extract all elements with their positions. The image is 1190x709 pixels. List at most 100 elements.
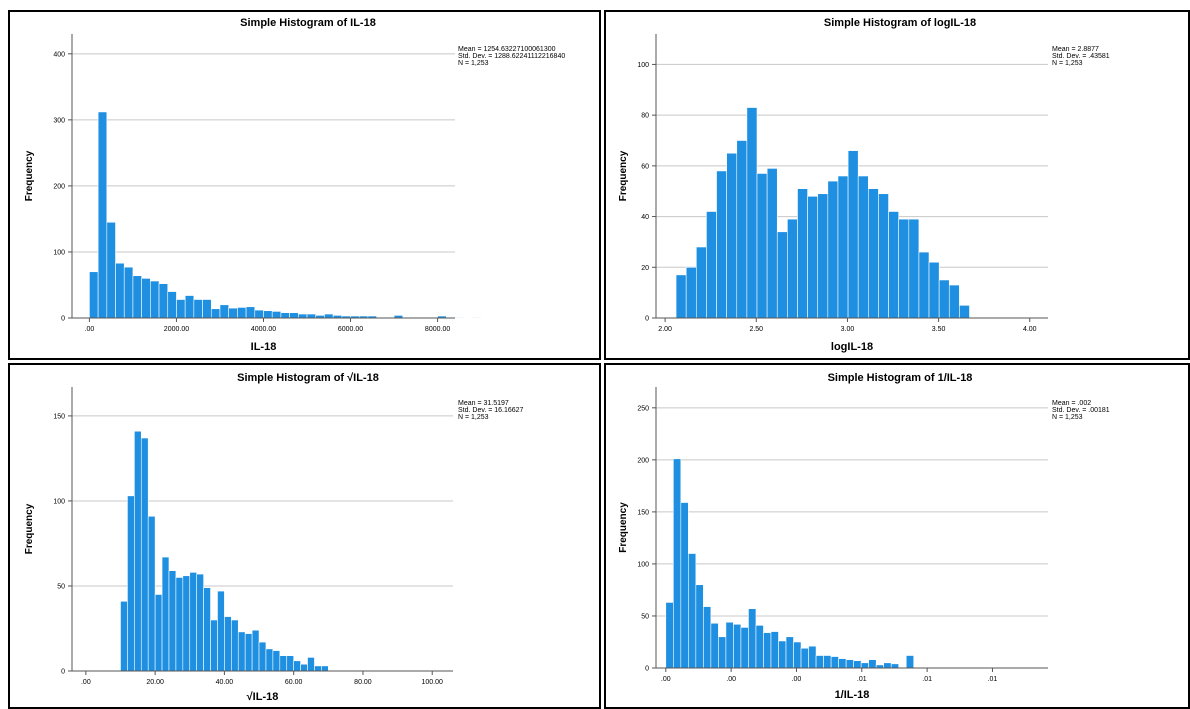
- histogram-bar: [695, 584, 704, 669]
- x-tick-label: .00: [85, 326, 95, 333]
- y-tick-label: 100: [53, 498, 65, 505]
- histogram-bar: [97, 111, 108, 319]
- y-tick-label: 0: [61, 669, 65, 676]
- histogram-bar: [740, 627, 749, 669]
- y-tick-label: 40: [641, 214, 649, 221]
- histogram-bar: [210, 308, 221, 319]
- histogram-bar: [254, 309, 264, 319]
- histogram-bar: [845, 659, 854, 669]
- histogram-bar: [908, 218, 920, 319]
- histogram-bar: [203, 587, 211, 672]
- chart-title: Simple Histogram of IL-18: [240, 17, 376, 29]
- stats-line: Mean = 2.8877: [1052, 46, 1099, 53]
- histogram-bar: [289, 312, 299, 319]
- histogram-bar: [123, 266, 134, 319]
- histogram-bar: [245, 306, 256, 319]
- histogram-bar: [756, 173, 768, 319]
- histogram-bar: [324, 313, 334, 319]
- histogram-bar: [695, 246, 707, 319]
- histogram-bar: [120, 600, 128, 672]
- histogram-bar: [776, 231, 788, 319]
- histogram-bar: [150, 280, 160, 319]
- histogram-bar: [175, 577, 184, 672]
- histogram-bar: [800, 647, 809, 669]
- chart-title: Simple Histogram of logIL-18: [824, 17, 976, 29]
- histogram-bar: [115, 262, 125, 319]
- histogram-bar: [878, 193, 889, 319]
- histogram-bar: [300, 663, 308, 672]
- histogram-bar: [948, 284, 960, 319]
- x-tick-label: 4.00: [1023, 326, 1037, 333]
- x-tick-label: .00: [81, 679, 91, 686]
- y-tick-label: 300: [53, 117, 65, 124]
- histogram-bar: [454, 317, 465, 319]
- histogram-bar: [258, 641, 267, 672]
- x-tick-label: .00: [661, 676, 671, 683]
- histogram-bar: [673, 458, 682, 669]
- x-axis-label: 1/IL-18: [835, 689, 870, 701]
- histogram-bar: [898, 218, 910, 319]
- histogram-bar: [883, 662, 892, 669]
- x-tick-label: 2.50: [749, 326, 763, 333]
- histogram-bar: [807, 195, 819, 319]
- histogram-bar: [890, 663, 900, 669]
- y-axis-label: Frequency: [618, 150, 629, 201]
- y-tick-label: 80: [641, 113, 649, 120]
- x-tick-label: 60.00: [285, 679, 303, 686]
- x-tick-label: 2.00: [658, 326, 672, 333]
- y-tick-label: 200: [637, 457, 649, 464]
- histogram-bar: [286, 655, 294, 672]
- histogram-bar: [196, 573, 204, 672]
- y-tick-label: 0: [645, 316, 649, 323]
- histogram-bar: [808, 645, 817, 669]
- histogram-bar: [725, 621, 734, 669]
- histogram-bar: [938, 279, 950, 319]
- histogram-bar: [132, 275, 142, 319]
- histogram-bar: [219, 304, 229, 319]
- histogram-bar: [763, 632, 772, 669]
- histogram-bar: [251, 629, 260, 672]
- y-tick-label: 100: [637, 62, 649, 69]
- y-axis-label: Frequency: [24, 503, 35, 554]
- histogram-bar: [237, 307, 247, 319]
- y-tick-label: 50: [641, 613, 649, 620]
- y-tick-label: 50: [57, 583, 65, 590]
- histogram-bar: [685, 266, 697, 319]
- histogram-bar: [161, 556, 170, 672]
- histogram-bar: [154, 594, 163, 672]
- histogram-bar: [748, 608, 757, 669]
- stats-line: Std. Dev. = .43581: [1052, 53, 1110, 60]
- histogram-bar: [726, 152, 738, 319]
- histogram-bar: [793, 641, 802, 669]
- x-tick-label: 100.00: [422, 679, 444, 686]
- histogram-bar: [688, 553, 697, 669]
- histogram-bar: [718, 636, 727, 669]
- x-tick-label: 2000.00: [164, 326, 189, 333]
- histogram-bar: [830, 656, 839, 669]
- histogram-bar: [237, 631, 246, 672]
- histogram-bar: [217, 590, 225, 672]
- histogram-bar: [736, 140, 748, 319]
- histogram-bar: [746, 107, 758, 319]
- y-tick-label: 100: [637, 561, 649, 568]
- histogram-panel-logil18: 0 20 40 60 80 100 2.00 2.50 3.00 3.50 4.00 Simple H…: [604, 10, 1190, 360]
- histogram-chart: 0 50 100 150 200 250 .00 .00 .00 .01 .01 .01 Simple …: [618, 372, 1110, 701]
- histogram-bar: [959, 305, 970, 319]
- histogram-bar: [905, 655, 915, 669]
- histogram-bar: [189, 572, 197, 672]
- histogram-bar: [837, 175, 849, 319]
- chart-title: Simple Histogram of 1/IL-18: [828, 372, 973, 384]
- y-tick-label: 20: [641, 265, 649, 272]
- histogram-bar: [280, 312, 290, 319]
- x-tick-label: .00: [792, 676, 802, 683]
- x-tick-label: .01: [988, 676, 998, 683]
- histogram-bar: [815, 655, 824, 669]
- histogram-chart: 0 20 40 60 80 100 2.00 2.50 3.00 3.50 4.00 Simple H…: [618, 17, 1110, 353]
- histogram-bar: [167, 291, 177, 319]
- histogram-bar: [193, 299, 203, 319]
- histogram-bar: [147, 515, 156, 672]
- stats-line: N = 1,253: [458, 60, 489, 67]
- x-tick-label: 40.00: [216, 679, 234, 686]
- y-tick-label: 100: [53, 249, 65, 256]
- histogram-bar: [158, 283, 169, 319]
